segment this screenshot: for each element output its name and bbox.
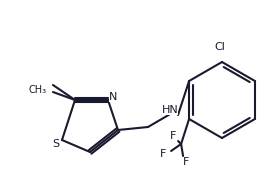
Text: HN: HN bbox=[162, 105, 178, 115]
Text: Cl: Cl bbox=[214, 42, 225, 52]
Text: CH₃: CH₃ bbox=[29, 85, 47, 95]
Text: F: F bbox=[183, 157, 189, 167]
Text: F: F bbox=[170, 131, 176, 141]
Text: S: S bbox=[52, 139, 60, 149]
Text: F: F bbox=[160, 149, 166, 159]
Text: N: N bbox=[109, 92, 117, 102]
